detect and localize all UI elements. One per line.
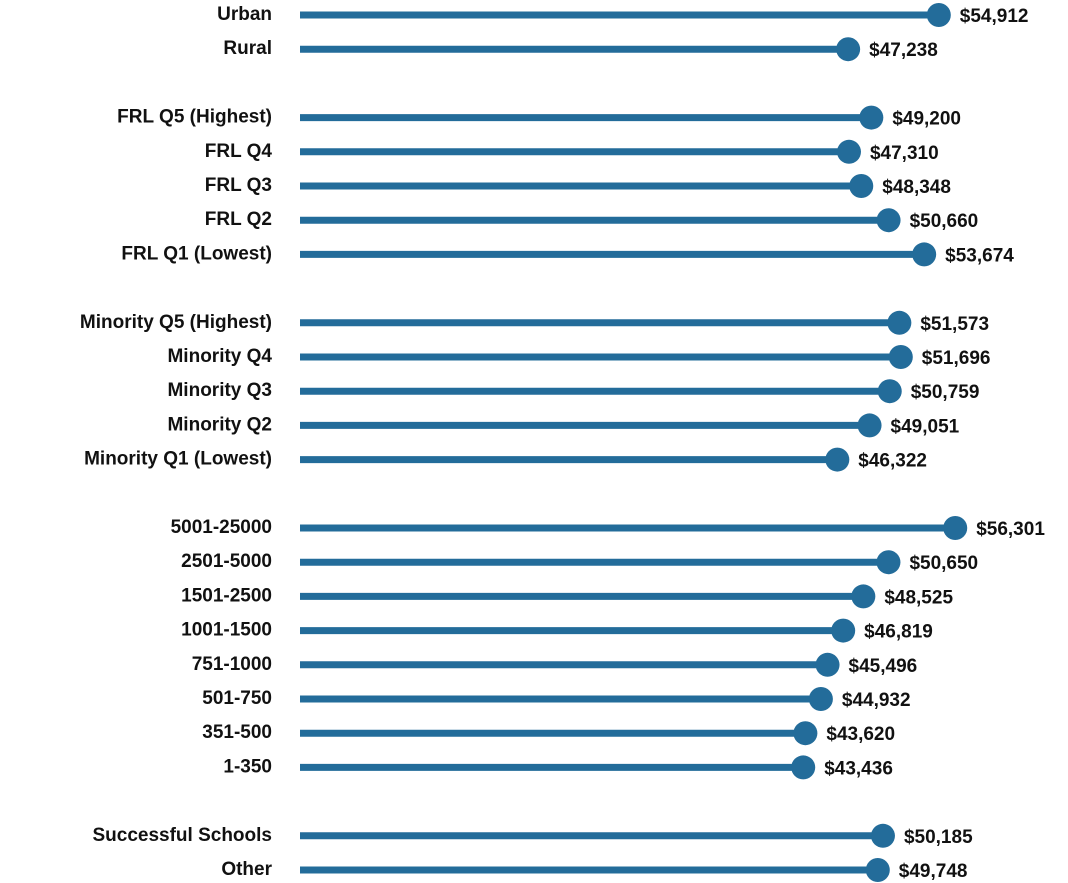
category-label: Minority Q2: [167, 414, 272, 435]
dot: [888, 345, 913, 369]
category-label: 5001-25000: [171, 517, 272, 538]
category-label: 1501-2500: [181, 585, 272, 606]
dot: [808, 687, 833, 711]
category-label: 2501-5000: [181, 551, 272, 572]
category-label: Other: [221, 859, 272, 880]
category-label: Urban: [217, 4, 272, 25]
value-label: $44,932: [842, 690, 911, 711]
dot: [877, 379, 902, 404]
dot: [912, 242, 937, 267]
dot: [865, 858, 890, 882]
dot: [876, 550, 901, 575]
value-label: $50,185: [904, 827, 973, 848]
dot: [870, 823, 895, 848]
dot: [836, 37, 861, 62]
value-label: $49,200: [892, 109, 961, 130]
value-label: $51,696: [922, 348, 991, 369]
category-label: Minority Q4: [167, 346, 272, 367]
dot: [851, 584, 876, 609]
dot: [791, 755, 816, 780]
dot: [831, 618, 856, 643]
category-label: 1-350: [223, 756, 272, 777]
value-label: $53,674: [945, 245, 1014, 266]
value-label: $50,759: [911, 382, 980, 403]
category-label: FRL Q3: [205, 175, 272, 196]
category-label: FRL Q5 (Highest): [117, 107, 272, 128]
category-label: FRL Q2: [205, 209, 272, 230]
dot: [943, 516, 968, 540]
value-label: $50,650: [909, 553, 978, 574]
category-label: Minority Q1 (Lowest): [84, 449, 272, 470]
dot: [836, 139, 861, 164]
dot: [887, 310, 912, 335]
dot: [849, 174, 874, 198]
value-label: $48,348: [882, 177, 951, 198]
category-label: 501-750: [202, 688, 272, 709]
dot: [876, 208, 901, 233]
value-label: $45,496: [849, 656, 918, 677]
category-label: Successful Schools: [92, 825, 272, 846]
dot: [793, 721, 818, 746]
category-label: 1001-1500: [181, 620, 272, 641]
category-label: Minority Q3: [167, 380, 272, 401]
category-label: FRL Q4: [205, 141, 273, 162]
value-label: $49,051: [891, 416, 960, 437]
category-label: 751-1000: [192, 654, 272, 675]
category-label: FRL Q1 (Lowest): [121, 243, 272, 264]
category-label: Rural: [223, 38, 272, 59]
dot: [859, 105, 884, 130]
value-label: $46,322: [858, 451, 927, 472]
value-label: $46,819: [864, 622, 933, 643]
value-label: $49,748: [899, 861, 968, 882]
value-label: $47,310: [870, 143, 939, 164]
dot: [825, 447, 850, 472]
value-label: $50,660: [910, 211, 979, 232]
dot: [926, 3, 951, 27]
value-label: $48,525: [884, 587, 953, 608]
value-label: $43,620: [826, 724, 895, 745]
value-label: $54,912: [960, 6, 1029, 27]
category-label: 351-500: [202, 722, 272, 743]
dot: [815, 652, 840, 677]
value-label: $43,436: [824, 758, 893, 779]
dot: [857, 413, 882, 438]
value-label: $47,238: [869, 40, 938, 61]
category-label: Minority Q5 (Highest): [80, 312, 272, 333]
value-label: $56,301: [976, 519, 1045, 540]
value-label: $51,573: [920, 314, 989, 335]
